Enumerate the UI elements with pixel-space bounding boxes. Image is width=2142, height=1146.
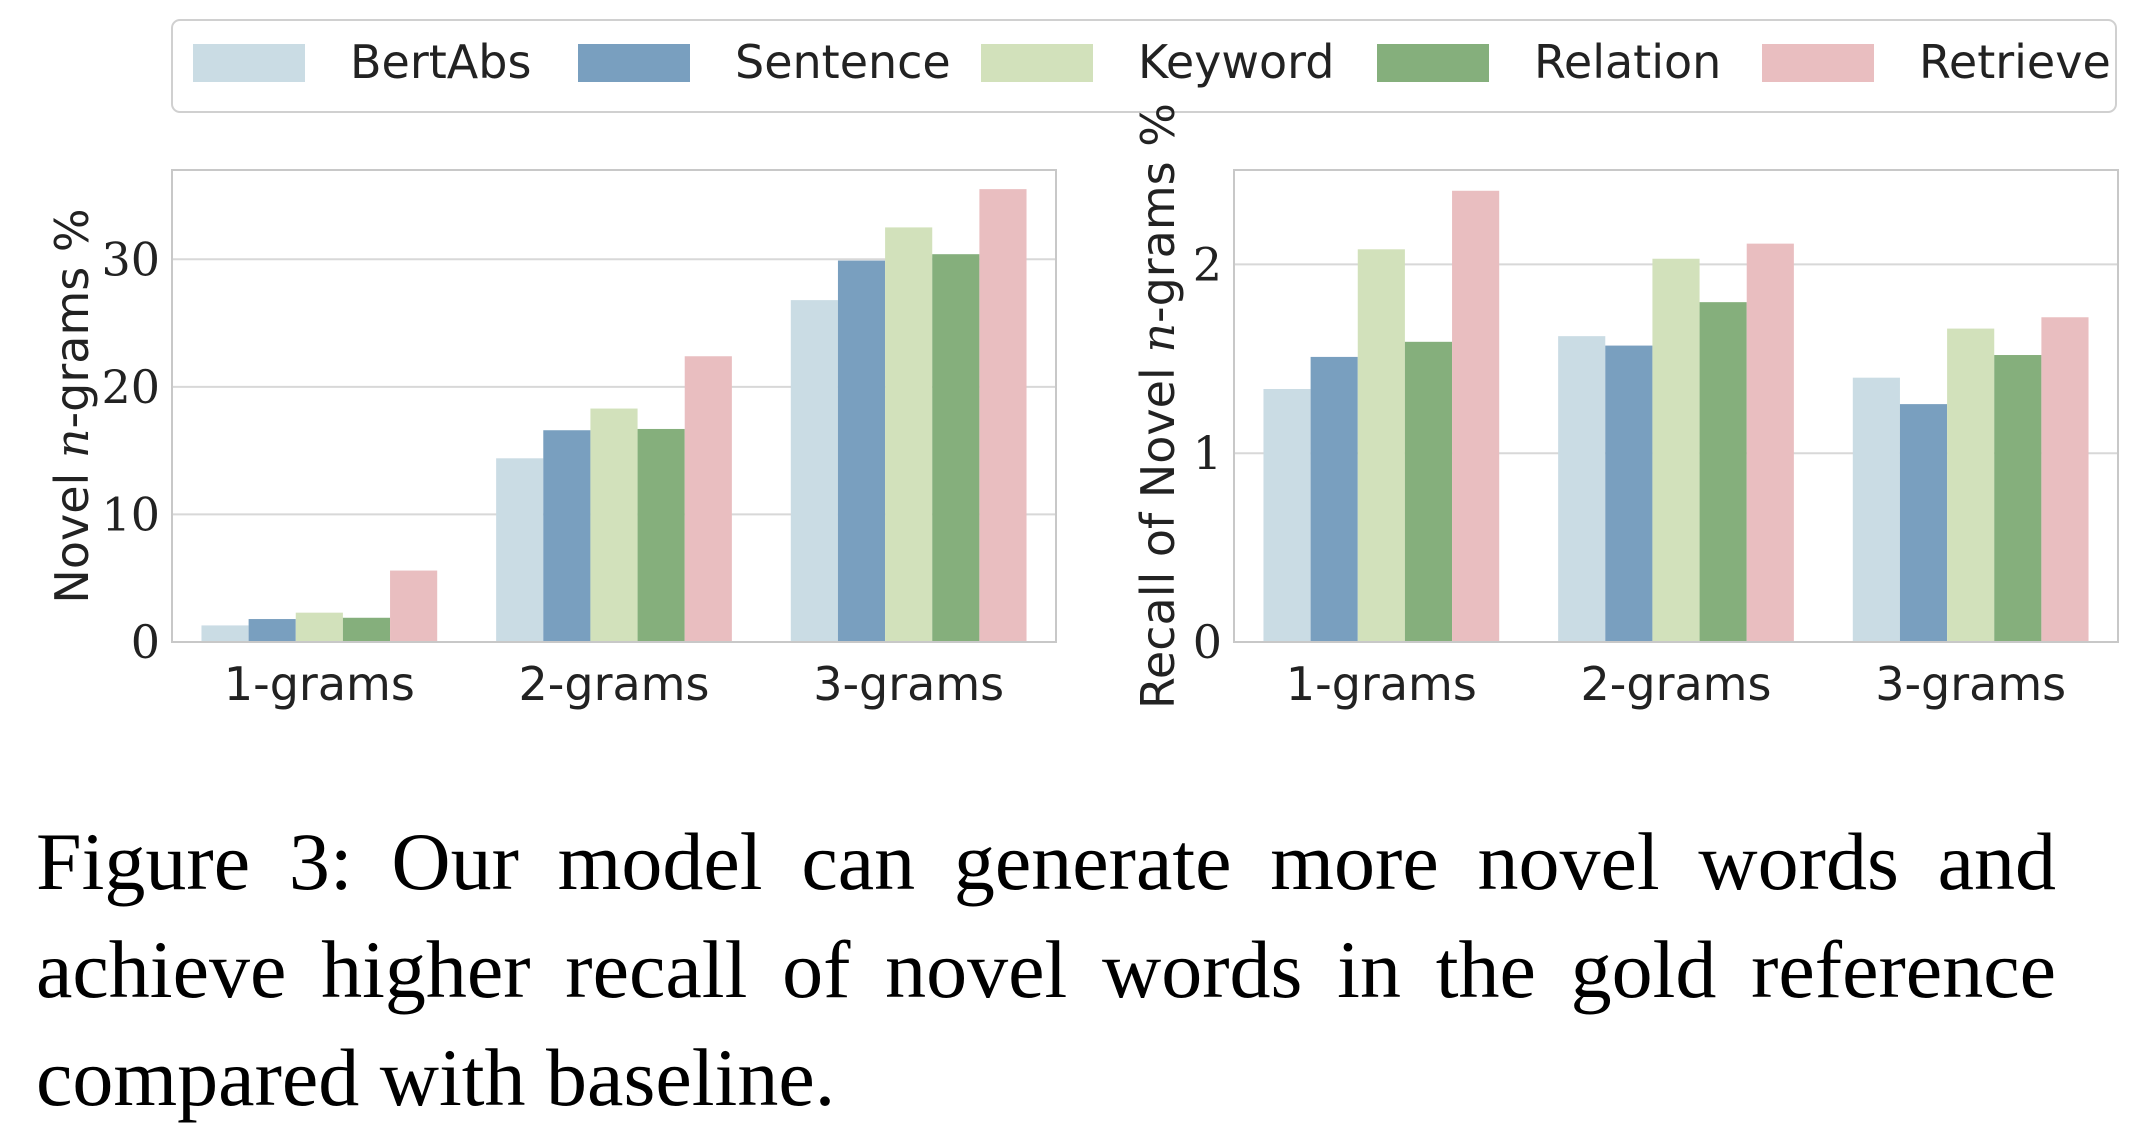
recall-novel-ngrams-chart: 0 1 2 1-grams 2-grams 3-grams Recall of Novel … — [1131, 103, 2119, 711]
legend-swatch — [981, 44, 1093, 82]
y-axis-label: Recall of Novel n-grams % — [1131, 103, 1185, 709]
figure-caption: Figure 3: Our model can generate more no… — [36, 816, 2056, 1123]
bar — [837, 260, 886, 642]
y-tick-label: 2 — [1193, 237, 1222, 291]
y-tick-label: 0 — [1193, 615, 1222, 669]
y-axis-label-part: n — [45, 428, 99, 458]
x-tick-label: 3-grams — [1875, 657, 2066, 711]
bar — [1605, 345, 1653, 642]
y-axis-label-part: Novel — [45, 458, 99, 603]
x-tick-label: 1-grams — [224, 657, 415, 711]
x-tick-label: 2-grams — [519, 657, 710, 711]
bar — [790, 300, 838, 642]
bar — [1947, 328, 1995, 642]
plot-frame — [171, 169, 1057, 643]
y-tick-label: 20 — [101, 360, 160, 414]
y-axis-label-part: -grams % — [1131, 103, 1185, 323]
bar — [1404, 341, 1453, 642]
plot-frame — [1233, 169, 2119, 643]
legend-item: Relation — [1377, 35, 1721, 89]
legend-swatch — [578, 44, 690, 82]
y-axis-label-part: -grams % — [45, 208, 99, 428]
legend-label: BertAbs — [350, 35, 531, 89]
bar — [1699, 302, 1747, 642]
y-tick-label: 30 — [101, 232, 160, 286]
legend-label: Keyword — [1138, 35, 1334, 89]
bar — [1652, 258, 1700, 642]
bar — [637, 428, 685, 642]
y-axis-label-part: n — [1131, 323, 1185, 353]
bar — [543, 430, 591, 642]
legend-swatch — [1377, 44, 1489, 82]
x-tick-label: 2-grams — [1581, 657, 1772, 711]
bar — [1310, 356, 1358, 642]
y-axis-label: Novel n-grams % — [45, 208, 99, 603]
legend-frame — [171, 19, 2117, 113]
bar — [590, 408, 638, 642]
bar — [1746, 243, 1794, 642]
bar — [1852, 377, 1900, 642]
x-tick-label: 1-grams — [1286, 657, 1477, 711]
legend: BertAbs Sentence Keyword Relation Retrieve — [171, 19, 2117, 113]
y-tick-label: 1 — [1193, 426, 1222, 480]
legend-label: Sentence — [735, 35, 951, 89]
bar — [1357, 249, 1405, 642]
bar — [2041, 317, 2089, 642]
bar — [885, 227, 933, 643]
legend-swatch — [1762, 44, 1874, 82]
novel-ngrams-chart: 0 10 20 30 1-grams 2-grams 3-grams Novel n-gram… — [45, 169, 1057, 711]
bar — [1994, 355, 2042, 642]
y-tick-label: 0 — [131, 615, 160, 669]
bar — [1558, 336, 1606, 642]
legend-item: Sentence — [578, 35, 951, 89]
bar — [932, 254, 980, 643]
legend-label: Retrieve — [1919, 35, 2111, 89]
y-tick-label: 10 — [101, 487, 160, 541]
bar — [979, 189, 1027, 642]
bar — [1452, 190, 1500, 642]
bar — [1263, 389, 1311, 642]
bar — [684, 356, 732, 642]
bar — [390, 570, 438, 642]
bar — [342, 617, 391, 642]
legend-item: Keyword — [981, 35, 1334, 89]
figure: BertAbs Sentence Keyword Relation Retrieve 0… — [45, 19, 2119, 711]
bar — [248, 619, 296, 642]
bar — [295, 612, 343, 642]
legend-item: BertAbs — [193, 35, 531, 89]
legend-item: Retrieve — [1762, 35, 2111, 89]
legend-swatch — [193, 44, 305, 82]
y-axis-label-part: Recall of Novel — [1131, 353, 1185, 709]
bar — [496, 458, 544, 642]
x-tick-label: 3-grams — [813, 657, 1004, 711]
legend-label: Relation — [1534, 35, 1721, 89]
bar — [201, 625, 249, 642]
bar — [1899, 404, 1948, 642]
